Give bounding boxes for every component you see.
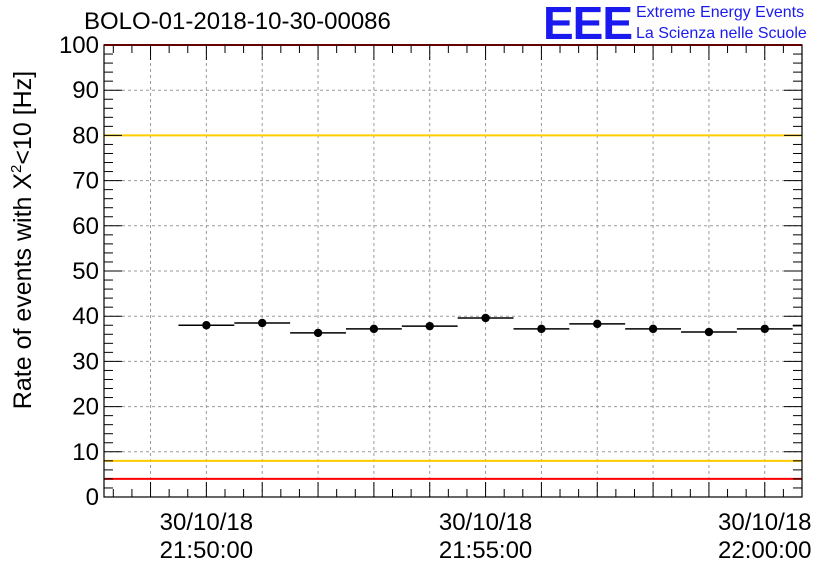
chart-title: BOLO-01-2018-10-30-00086: [84, 8, 391, 35]
x-tick-label-time: 21:50:00: [160, 537, 253, 564]
x-tick-label-date: 30/10/18: [439, 509, 532, 536]
data-point: [648, 324, 658, 334]
data-point: [481, 313, 490, 323]
y-tick-label: 80: [72, 122, 99, 149]
eee-logo: EEE: [543, 0, 633, 49]
y-tick-label: 100: [59, 32, 99, 59]
y-tick-label: 70: [72, 168, 99, 195]
data-point: [202, 321, 211, 330]
y-tick-label: 60: [72, 213, 99, 240]
y-tick-label: 20: [72, 394, 99, 421]
x-tick-label-date: 30/10/18: [718, 509, 811, 536]
data-point: [258, 318, 267, 328]
y-tick-label: 0: [86, 484, 99, 511]
y-axis-label: Rate of events with X2<10 [Hz]: [8, 71, 37, 409]
y-tick-label: 90: [72, 77, 99, 104]
data-point: [760, 324, 769, 334]
x-tick-label-time: 22:00:00: [718, 537, 811, 564]
y-axis-label-suffix: <10 [Hz]: [9, 71, 37, 165]
logo-caption: Extreme Energy Events La Scienza nelle S…: [636, 2, 807, 44]
data-point: [537, 324, 546, 334]
data-point: [369, 324, 379, 334]
data-point: [704, 327, 714, 337]
y-tick-label: 30: [72, 348, 99, 375]
y-tick-label: 10: [72, 439, 99, 466]
y-axis-label-sup: 2: [8, 165, 25, 173]
data-point: [593, 319, 602, 329]
grid: [104, 45, 802, 497]
data-point: [313, 328, 323, 338]
x-tick-label-time: 21:55:00: [439, 537, 532, 564]
data-point: [425, 321, 434, 331]
y-axis-label-prefix: Rate of events with X: [9, 173, 37, 410]
logo-caption-line2: La Scienza nelle Scuole: [636, 25, 807, 42]
logo-caption-line1: Extreme Energy Events: [636, 4, 805, 21]
y-tick-label: 50: [72, 258, 99, 285]
data-series: [178, 313, 802, 338]
y-tick-label: 40: [72, 303, 99, 330]
tick-labels: 010203040506070809010030/10/1821:50:0030…: [59, 32, 812, 564]
axis-ticks: [104, 44, 803, 498]
x-tick-label-date: 30/10/18: [160, 509, 253, 536]
reference-lines: [104, 44, 802, 480]
